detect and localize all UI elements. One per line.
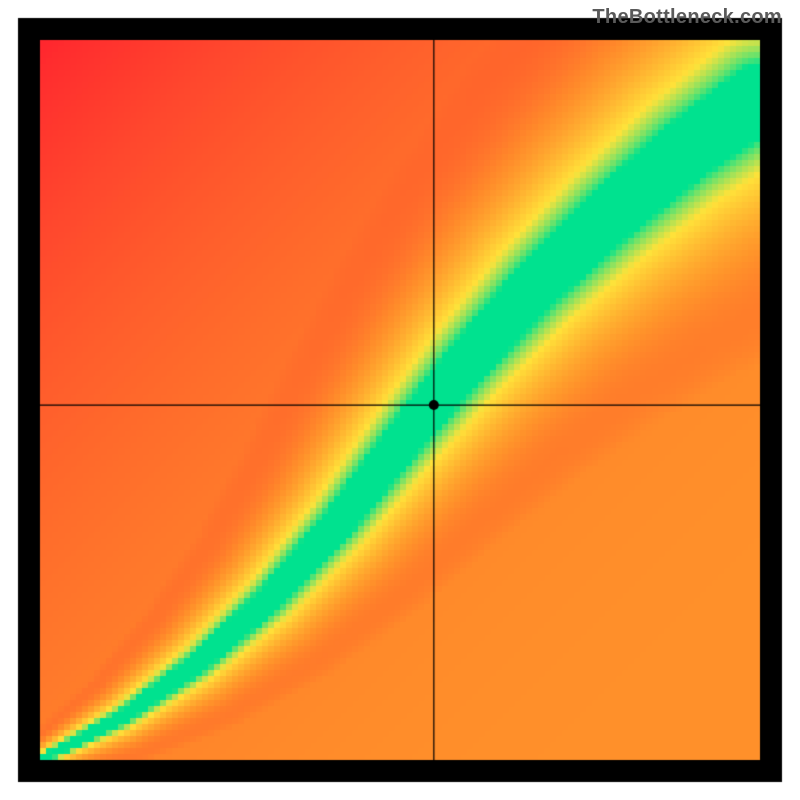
bottleneck-heatmap [0,0,800,800]
chart-container: TheBottleneck.com [0,0,800,800]
watermark-text: TheBottleneck.com [592,6,782,29]
